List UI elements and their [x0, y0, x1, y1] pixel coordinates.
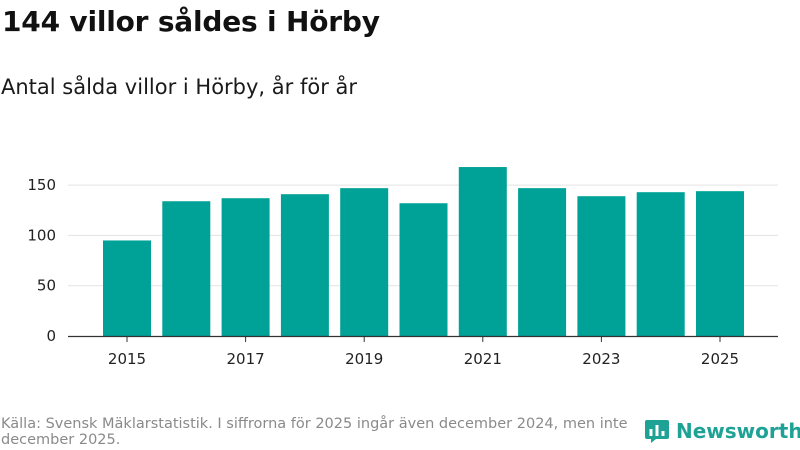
bar-2018 [280, 194, 329, 336]
y-tick-label-50: 50 [37, 277, 56, 295]
brand-name: Newsworthy [676, 419, 800, 443]
chart-title: 144 villor såldes i Hörby [2, 5, 380, 38]
x-tick-label-2015: 2015 [108, 350, 146, 368]
y-tick-label-150: 150 [27, 176, 56, 194]
bar-2021 [458, 167, 507, 336]
bar-2020 [399, 203, 448, 336]
x-tick-label-2019: 2019 [345, 350, 383, 368]
x-tick-label-2023: 2023 [582, 350, 620, 368]
bar-2015 [103, 240, 151, 336]
y-tick-label-100: 100 [27, 226, 56, 244]
bar-2019 [340, 188, 389, 336]
y-tick-label-0: 0 [46, 327, 56, 345]
bar-2023 [577, 196, 626, 336]
chart-subtitle: Antal sålda villor i Hörby, år för år [1, 75, 358, 99]
x-tick-label-2021: 2021 [464, 350, 502, 368]
bar-2022 [518, 188, 567, 336]
bar-chart-logo-icon [645, 420, 669, 443]
brand-logo: Newsworthy [644, 418, 800, 444]
bar-2025 [696, 191, 744, 336]
x-tick-label-2025: 2025 [701, 350, 739, 368]
bar-2017 [221, 198, 270, 336]
x-tick-label-2017: 2017 [227, 350, 265, 368]
bar-2016 [162, 201, 211, 336]
source-note: Källa: Svensk Mäklarstatistik. I siffror… [1, 416, 628, 448]
bar-2024 [636, 192, 685, 336]
